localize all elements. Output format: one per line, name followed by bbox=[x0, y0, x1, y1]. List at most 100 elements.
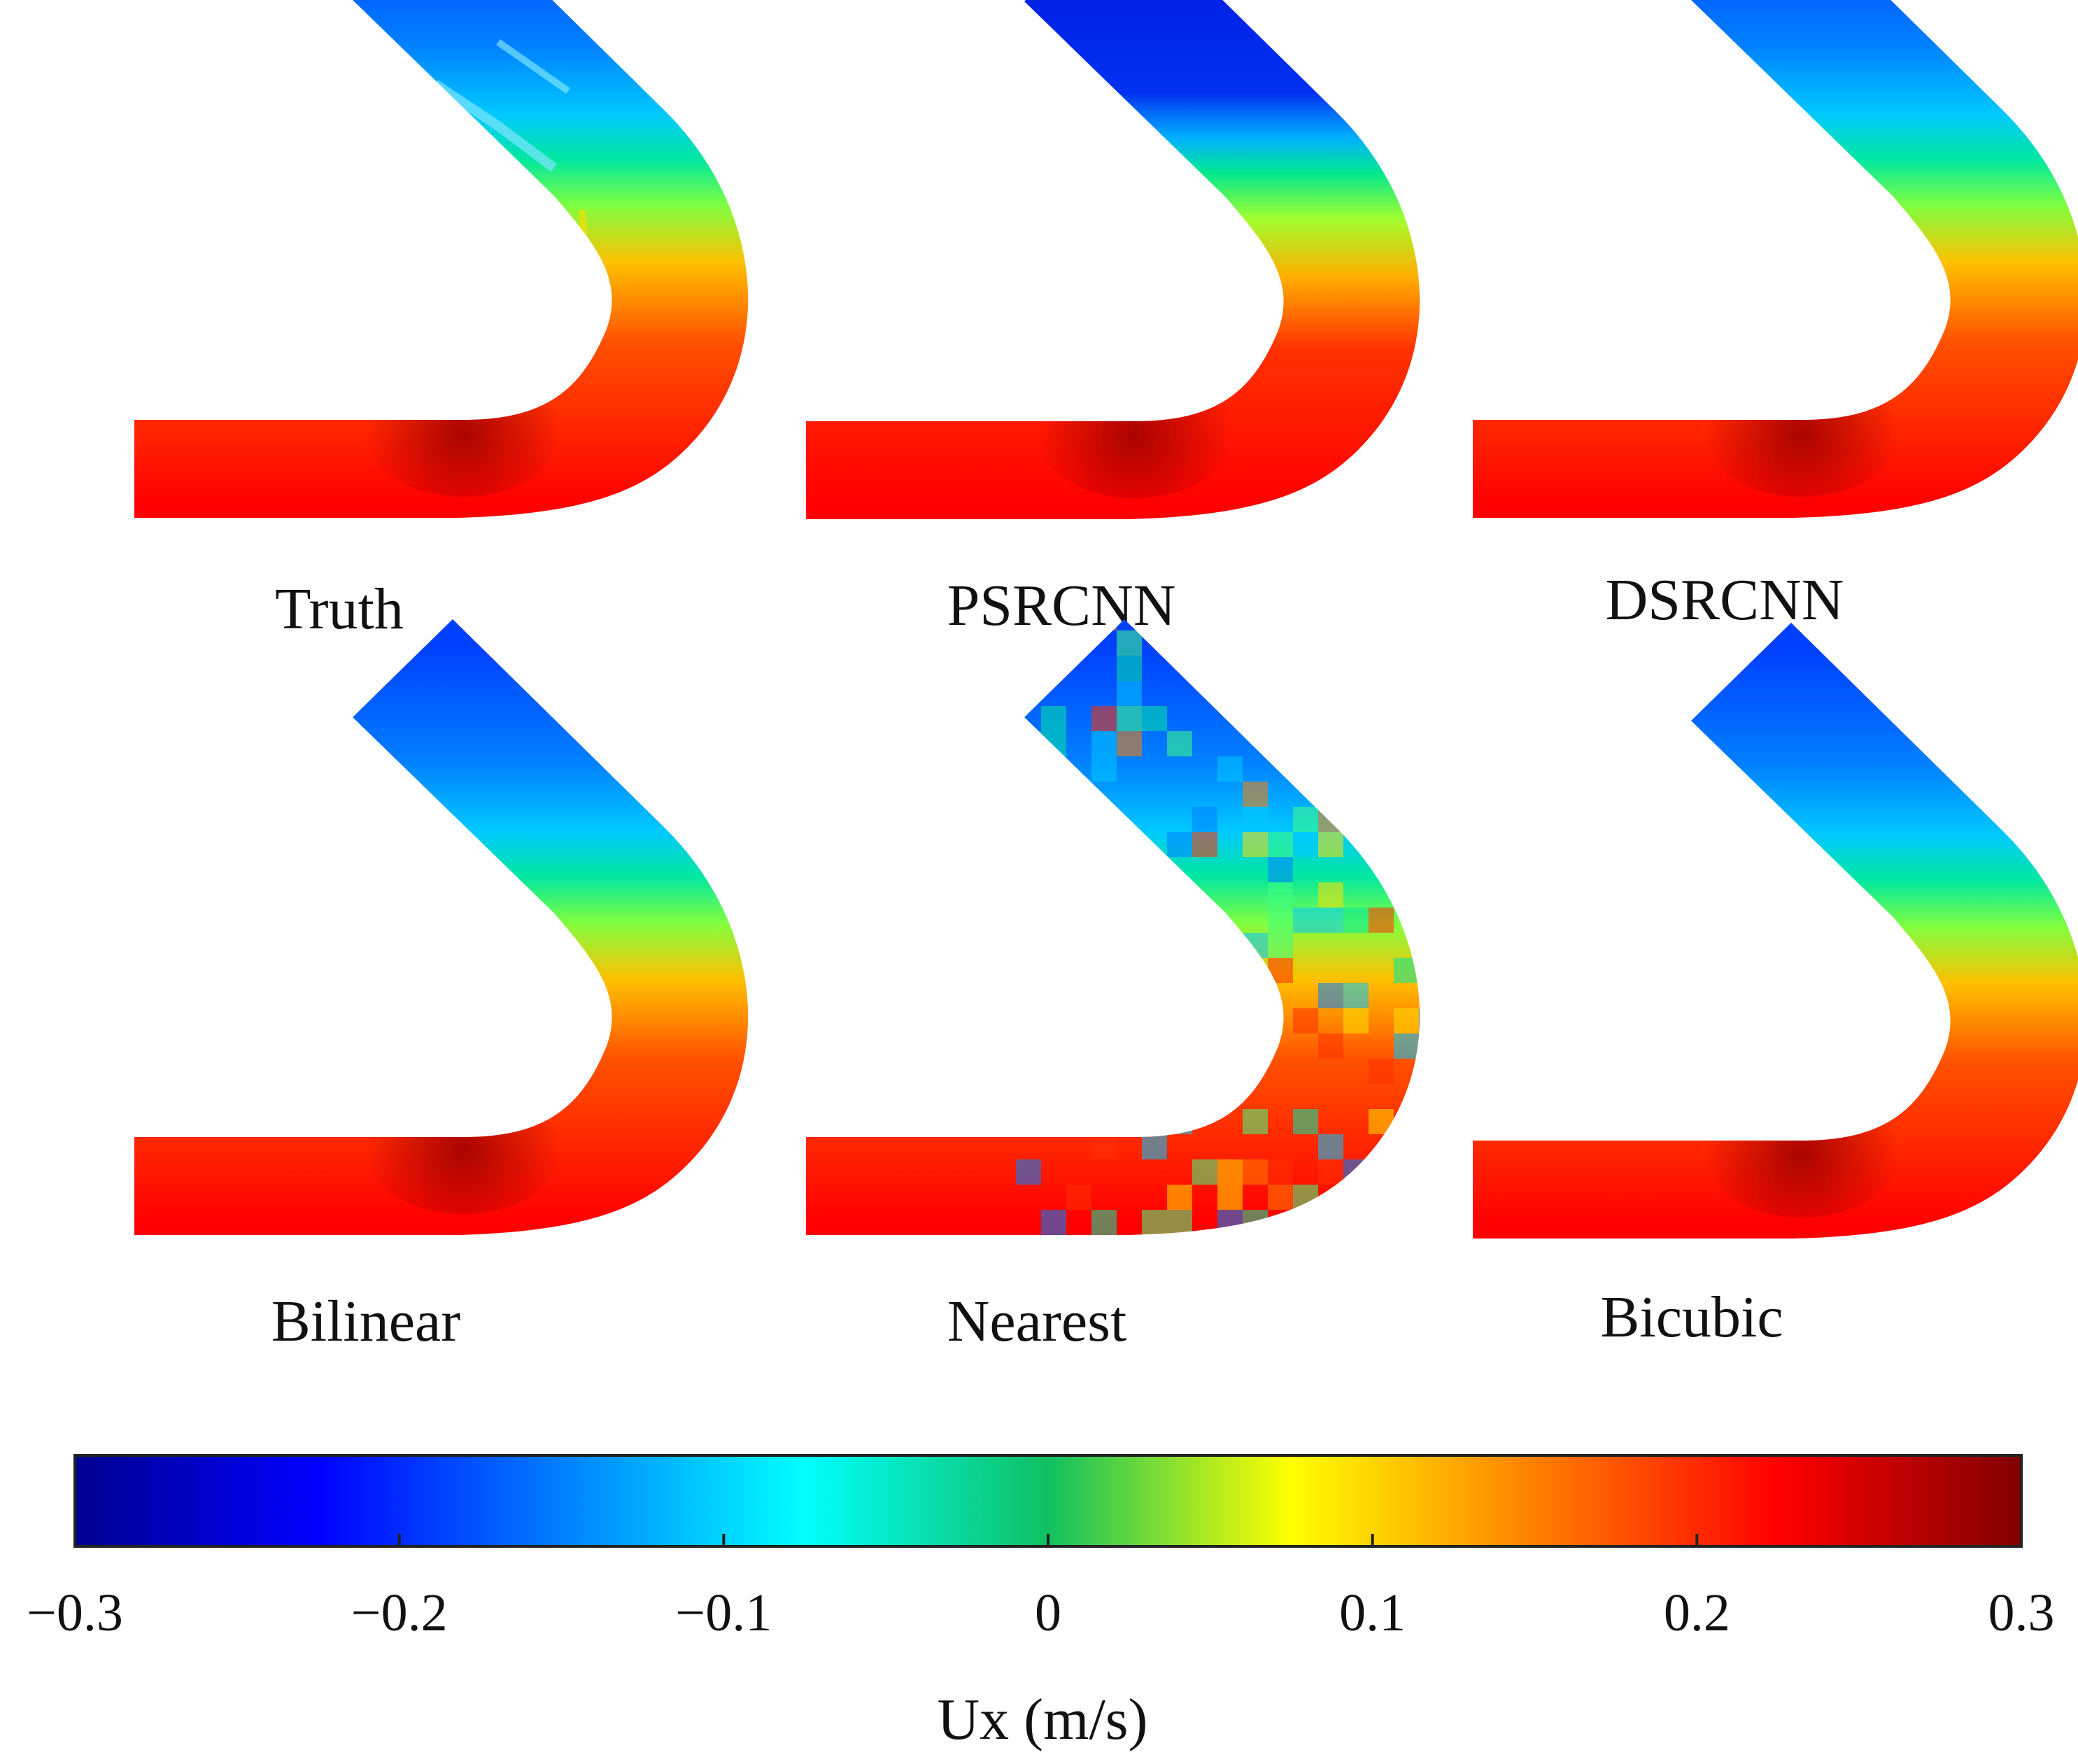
nearest-pixel-block bbox=[1091, 731, 1117, 756]
nearest-pixel-block bbox=[1192, 832, 1217, 857]
nearest-pixel-block bbox=[1318, 908, 1343, 933]
nearest-pixel-block bbox=[1318, 882, 1343, 908]
nearest-pixel-block bbox=[1192, 933, 1217, 958]
nearest-pixel-block bbox=[1192, 1059, 1217, 1084]
nearest-pixel-block bbox=[1369, 908, 1394, 933]
nearest-pixel-block bbox=[1167, 958, 1192, 983]
nearest-pixel-block bbox=[1091, 706, 1117, 731]
nearest-pixel-block bbox=[1142, 1235, 1167, 1260]
nearest-pixel-block bbox=[1217, 958, 1243, 983]
nearest-pixel-block bbox=[1243, 1109, 1268, 1134]
nearest-pixel-block bbox=[1016, 1235, 1041, 1260]
panel-label-bicubic: Bicubic bbox=[1600, 1285, 1783, 1350]
nearest-pixel-block bbox=[1041, 882, 1066, 908]
nearest-pixel-block bbox=[1394, 731, 1419, 756]
nearest-pixel-block bbox=[1343, 807, 1369, 832]
nearest-pixel-block bbox=[1268, 656, 1293, 681]
nearest-pixel-block bbox=[1444, 681, 1469, 706]
nearest-pixel-block bbox=[1243, 807, 1268, 832]
nearest-pixel-block bbox=[1318, 1134, 1343, 1159]
nearest-pixel-block bbox=[1343, 983, 1369, 1008]
nearest-pixel-block bbox=[1343, 1210, 1369, 1235]
nearest-pixel-block bbox=[1318, 807, 1343, 832]
nearest-pixel-block bbox=[1016, 908, 1041, 933]
nearest-pixel-block bbox=[1318, 731, 1343, 756]
nearest-pixel-block bbox=[1117, 630, 1142, 656]
nearest-pixel-block bbox=[1041, 731, 1066, 756]
nearest-pixel-block bbox=[1318, 1235, 1343, 1260]
nearest-pixel-block bbox=[1268, 1185, 1293, 1210]
nearest-pixel-block bbox=[1343, 908, 1369, 933]
nearest-pixel-block bbox=[1167, 1210, 1192, 1235]
nearest-pixel-block bbox=[1016, 958, 1041, 983]
nearest-pixel-block bbox=[1394, 1033, 1419, 1059]
nearest-pixel-block bbox=[1343, 1008, 1369, 1033]
panel-dsrcnn bbox=[1473, 0, 2078, 518]
panel-bilinear bbox=[134, 619, 749, 1235]
nearest-pixel-block bbox=[1369, 1059, 1394, 1084]
nearest-pixel-block bbox=[1268, 1159, 1293, 1185]
nearest-pixel-block bbox=[1142, 1210, 1167, 1235]
nearest-pixel-block bbox=[1318, 832, 1343, 857]
panel-label-bilinear: Bilinear bbox=[271, 1289, 461, 1354]
nearest-pixel-block bbox=[1293, 1185, 1318, 1210]
nearest-pixel-block bbox=[1041, 706, 1066, 731]
nearest-pixel-block bbox=[1394, 706, 1419, 731]
nearest-pixel-block bbox=[1394, 656, 1419, 681]
nearest-pixel-block bbox=[1419, 1235, 1444, 1260]
nearest-pixel-block bbox=[1091, 756, 1117, 782]
nearest-pixel-block bbox=[1091, 958, 1117, 983]
nearest-pixel-block bbox=[1117, 656, 1142, 681]
nearest-pixel-block bbox=[1243, 1210, 1268, 1235]
nearest-pixel-block bbox=[1016, 857, 1041, 882]
nearest-pixel-block bbox=[1444, 1008, 1469, 1033]
nearest-pixel-block bbox=[1016, 1033, 1041, 1059]
nearest-pixel-block bbox=[1369, 619, 1394, 630]
colorbar-tick-label: 0.3 bbox=[1988, 1583, 2055, 1642]
nearest-pixel-block bbox=[1293, 630, 1318, 656]
nearest-pixel-block bbox=[1167, 1235, 1192, 1260]
colorbar-tick-label: −0.2 bbox=[351, 1583, 448, 1642]
nearest-pixel-block bbox=[1268, 958, 1293, 983]
nearest-pixel-block bbox=[1444, 731, 1469, 756]
colorbar-ticks: −0.3 −0.2 −0.1 0 0.1 0.2 0.3 bbox=[27, 1534, 2055, 1642]
nearest-pixel-block bbox=[1343, 782, 1369, 807]
nearest-pixel-block bbox=[1243, 782, 1268, 807]
nearest-pixel-block bbox=[1268, 681, 1293, 706]
nearest-pixel-block bbox=[1066, 882, 1091, 908]
nearest-pixel-block bbox=[1217, 1059, 1243, 1084]
nearest-pixel-block bbox=[1394, 1008, 1419, 1033]
nearest-pixel-block bbox=[1268, 706, 1293, 731]
nearest-pixel-block bbox=[1293, 832, 1318, 857]
nearest-pixel-block bbox=[1117, 908, 1142, 933]
nearest-pixel-block bbox=[1369, 1235, 1394, 1260]
nearest-pixel-block bbox=[1243, 630, 1268, 656]
nearest-pixel-block bbox=[1167, 1084, 1192, 1109]
panel-label-nearest: Nearest bbox=[947, 1289, 1127, 1354]
nearest-pixel-block bbox=[1016, 807, 1041, 832]
nearest-pixel-block bbox=[1268, 882, 1293, 908]
nearest-pixel-block bbox=[1192, 908, 1217, 933]
nearest-pixel-block bbox=[1091, 933, 1117, 958]
nearest-pixel-block bbox=[1192, 1235, 1217, 1260]
nearest-pixel-block bbox=[1444, 1235, 1469, 1260]
nearest-pixel-block bbox=[1243, 1159, 1268, 1185]
colorbar-tick-label: 0.2 bbox=[1664, 1583, 1730, 1642]
nearest-pixel-block bbox=[1167, 731, 1192, 756]
nearest-pixel-block bbox=[1066, 958, 1091, 983]
nearest-pixel-block bbox=[1394, 1109, 1419, 1134]
nearest-pixel-block bbox=[1268, 933, 1293, 958]
nearest-pixel-block bbox=[1091, 857, 1117, 882]
nearest-pixel-block bbox=[1243, 832, 1268, 857]
panel-nearest bbox=[806, 619, 1469, 1260]
nearest-pixel-block bbox=[1167, 933, 1192, 958]
nearest-pixel-block bbox=[1217, 983, 1243, 1008]
nearest-pixel-block bbox=[1243, 933, 1268, 958]
nearest-pixel-block bbox=[1343, 1159, 1369, 1185]
nearest-pixel-block bbox=[1167, 1185, 1192, 1210]
nearest-pixel-block bbox=[1016, 882, 1041, 908]
nearest-pixel-block bbox=[1091, 1134, 1117, 1159]
nearest-pixel-block bbox=[1142, 1134, 1167, 1159]
nearest-pixel-block bbox=[1192, 1159, 1217, 1185]
